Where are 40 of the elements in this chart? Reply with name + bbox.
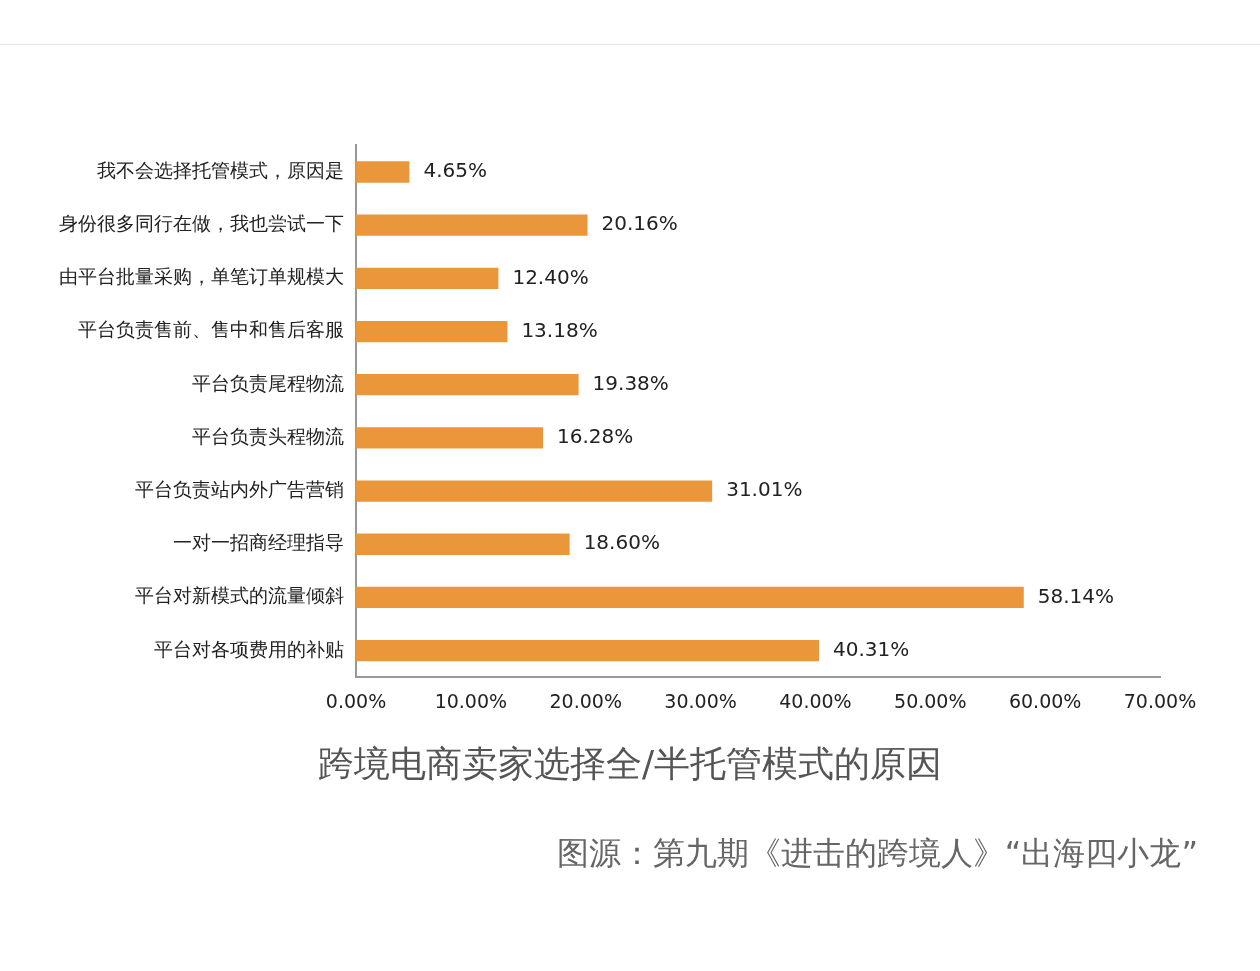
x-tick-label: 10.00% bbox=[434, 689, 508, 712]
x-tick-label: 60.00% bbox=[1008, 689, 1082, 712]
y-tick-label: 平台对新模式的流量倾斜 bbox=[135, 584, 344, 607]
bar bbox=[356, 374, 579, 396]
bar bbox=[356, 267, 499, 289]
bar bbox=[356, 427, 543, 449]
y-tick-label: 一对一招商经理指导 bbox=[173, 531, 344, 554]
x-tick-label: 70.00% bbox=[1123, 689, 1197, 712]
data-label: 4.65% bbox=[423, 158, 487, 183]
bar bbox=[356, 161, 410, 183]
x-tick-label: 50.00% bbox=[894, 689, 967, 712]
data-label: 12.40% bbox=[512, 264, 589, 289]
y-tick-label: 平台负责售前、售中和售后客服 bbox=[78, 318, 344, 341]
data-label: 31.01% bbox=[726, 477, 803, 502]
y-tick-label: 平台负责头程物流 bbox=[192, 424, 344, 447]
x-tick-label: 40.00% bbox=[779, 689, 852, 712]
x-tick-label: 20.00% bbox=[549, 689, 622, 712]
data-label: 58.14% bbox=[1037, 583, 1115, 608]
bar bbox=[356, 214, 588, 236]
data-label: 40.31% bbox=[832, 636, 910, 661]
bar bbox=[356, 320, 508, 343]
y-tick-label: 平台负责站内外广告营销 bbox=[135, 478, 344, 501]
text: 图源：第九期《进击的跨境人》“出海四小龙” bbox=[556, 833, 1198, 874]
x-tick-label: 30.00% bbox=[664, 689, 737, 712]
bar bbox=[356, 480, 713, 502]
data-label: 18.60% bbox=[583, 530, 660, 555]
y-tick-label: 身份很多同行在做，我也尝试一下 bbox=[59, 212, 344, 235]
y-tick-label: 由平台批量采购，单笔订单规模大 bbox=[59, 265, 344, 288]
bar bbox=[356, 639, 819, 662]
bar bbox=[356, 586, 1024, 609]
y-tick-label: 平台负责尾程物流 bbox=[192, 371, 344, 394]
data-label: 19.38% bbox=[592, 370, 669, 395]
data-label: 20.16% bbox=[601, 211, 678, 236]
text: 跨境电商卖家选择全/半托管模式的原因 bbox=[316, 742, 944, 786]
bar bbox=[356, 533, 570, 555]
data-label: 13.18% bbox=[521, 317, 598, 342]
data-label: 16.28% bbox=[556, 424, 634, 449]
y-tick-label: 平台对各项费用的补贴 bbox=[154, 637, 344, 660]
y-tick-label: 我不会选择托管模式，原因是 bbox=[97, 158, 344, 181]
x-tick-label: 0.00% bbox=[325, 689, 387, 712]
